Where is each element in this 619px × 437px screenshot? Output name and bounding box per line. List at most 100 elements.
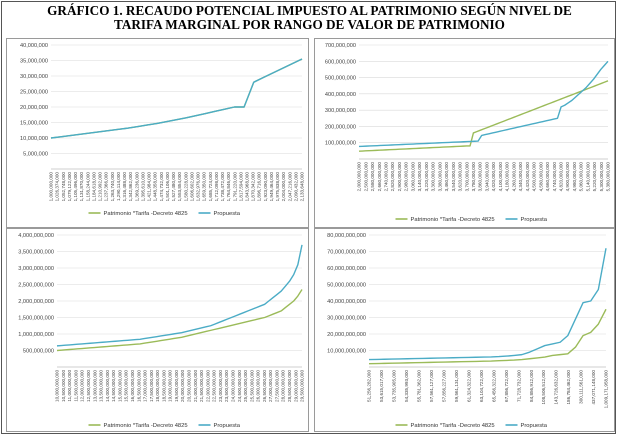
x-tick-label: 1,923,090,000 xyxy=(263,172,268,202)
y-tick-label: 35,000,000 xyxy=(20,59,48,65)
x-tick-label: 1,501,106,000 xyxy=(165,172,170,202)
chart-panel-3: 500,000,000 1,000,000,000 1,500,000,000 2,0… xyxy=(6,228,309,432)
x-tick-label: 4,020,000,000 xyxy=(491,162,496,192)
x-tick-label: 2,580,000,000 xyxy=(370,162,375,192)
x-tick-label: 16,000,000,000 xyxy=(130,370,135,402)
chart-panel-2: 100,000,000 200,000,000 300,000,000 400,000… xyxy=(314,38,615,228)
x-tick-label: 57,856,227,000 xyxy=(441,370,446,402)
y-tick-label: 3,500,000,000 xyxy=(18,250,54,256)
x-tick-label: 26,500,000,000 xyxy=(262,370,267,402)
x-tick-label: 1,342,862,000 xyxy=(128,172,133,202)
x-tick-label: 1,738,472,000 xyxy=(220,172,225,202)
x-tick-label: 1,843,968,000 xyxy=(245,172,250,202)
series-line-propuesta xyxy=(358,60,609,148)
x-tick-label: 1,316,488,000 xyxy=(122,172,127,202)
y-tick-label: 80,000,000,000 xyxy=(327,233,366,239)
x-tick-label: 4,340,000,000 xyxy=(518,162,523,192)
y-tick-label: 25,000,000 xyxy=(20,90,48,96)
x-tick-label: 12,500,000,000 xyxy=(86,370,91,402)
x-tick-label: 3,620,000,000 xyxy=(458,162,463,192)
legend-label: Patrimonio *Tarifa -Decreto 4825 xyxy=(104,211,188,217)
y-tick-label: 20,000,000 xyxy=(20,105,48,111)
x-tick-label: 22,000,000,000 xyxy=(205,370,210,402)
x-tick-label: 29,500,000,000 xyxy=(300,370,305,402)
x-tick-label: 3,300,000,000 xyxy=(431,162,436,192)
series-line-propuesta xyxy=(56,244,303,347)
x-tick-label: 26,000,000,000 xyxy=(256,370,261,402)
chart-panel-1: 5,000,000 10,000,000 15,000,000 20,000,000 2… xyxy=(6,38,309,228)
x-tick-label: 300,111,561,000 xyxy=(579,370,584,404)
x-tick-label: 53,735,905,000 xyxy=(392,370,397,402)
x-tick-label: 53,615,017,000 xyxy=(379,370,384,402)
x-tick-label: 1,263,740,000 xyxy=(110,172,115,202)
x-tick-label: 4,740,000,000 xyxy=(552,162,557,192)
x-tick-label: 20,500,000,000 xyxy=(187,370,192,402)
x-tick-label: 5,220,000,000 xyxy=(592,162,597,192)
x-tick-label: 1,210,992,000 xyxy=(98,172,103,202)
y-tick-label: 1,500,000,000 xyxy=(18,316,54,322)
x-tick-label: 13,500,000,000 xyxy=(99,370,104,402)
x-tick-label: 2,660,000,000 xyxy=(377,162,382,192)
x-tick-label: 24,000,000,000 xyxy=(230,370,235,402)
chart-2-svg: 100,000,000 200,000,000 300,000,000 400,000… xyxy=(325,43,611,223)
x-tick-label: 4,660,000,000 xyxy=(545,162,550,192)
legend-label: Patrimonio *Tarifa -Decreto 4825 xyxy=(411,423,495,429)
x-tick-label: 437,071,148,000 xyxy=(591,370,596,405)
y-tick-label: 2,000,000,000 xyxy=(18,299,54,305)
x-tick-label: 3,700,000,000 xyxy=(464,162,469,192)
x-tick-label: 54,335,993,000 xyxy=(404,370,409,402)
x-tick-label: 27,500,000,000 xyxy=(274,370,279,402)
x-tick-label: 12,000,000,000 xyxy=(80,370,85,402)
x-tick-label: 1,975,838,000 xyxy=(275,172,280,202)
x-tick-label: 1,659,350,000 xyxy=(202,172,207,202)
x-tick-label: 4,820,000,000 xyxy=(558,162,563,192)
x-tick-label: 186,784,462,000 xyxy=(566,370,571,405)
x-tick-label: 3,460,000,000 xyxy=(444,162,449,192)
x-tick-label: 2,820,000,000 xyxy=(390,162,395,192)
x-tick-label: 14,000,000,000 xyxy=(105,370,110,402)
y-tick-label: 10,000,000 xyxy=(20,136,48,142)
y-tick-label: 400,000,000 xyxy=(325,92,356,98)
legend-label: Patrimonio *Tarifa -Decreto 4825 xyxy=(104,423,188,429)
y-tick-label: 500,000,000 xyxy=(23,349,54,355)
x-tick-label: 1,079,122,000 xyxy=(67,172,72,202)
x-tick-label: 1,580,228,000 xyxy=(183,172,188,202)
y-tick-label: 600,000,000 xyxy=(325,59,356,65)
x-tick-label: 61,324,322,000 xyxy=(466,370,471,402)
y-tick-label: 15,000,000 xyxy=(20,121,48,127)
x-tick-label: 4,580,000,000 xyxy=(538,162,543,192)
x-tick-label: 1,105,496,000 xyxy=(73,172,78,202)
y-tick-label: 30,000,000,000 xyxy=(327,316,366,322)
series-line-propuesta xyxy=(368,248,607,361)
x-tick-label: 2,000,000,000 xyxy=(357,162,362,192)
x-tick-label: 4,260,000,000 xyxy=(511,162,516,192)
x-tick-label: 29,000,000,000 xyxy=(293,370,298,402)
x-tick-label: 1,606,602,000 xyxy=(189,172,194,202)
x-tick-label: 1,052,748,000 xyxy=(61,172,66,202)
x-tick-label: 5,140,000,000 xyxy=(585,162,590,192)
x-tick-label: 1,131,870,000 xyxy=(79,172,84,202)
x-tick-label: 1,817,594,000 xyxy=(238,172,243,202)
title-line-1: GRÁFICO 1. RECAUDO POTENCIAL IMPUESTO AL… xyxy=(47,3,572,18)
x-tick-label: 2,500,000,000 xyxy=(363,162,368,192)
x-tick-label: 10,500,000,000 xyxy=(61,370,66,402)
x-tick-label: 24,500,000,000 xyxy=(237,370,242,402)
x-tick-label: 25,500,000,000 xyxy=(249,370,254,402)
x-tick-label: 59,561,131,000 xyxy=(454,370,459,402)
series-line-decreto-4825 xyxy=(358,80,609,152)
y-tick-label: 700,000,000 xyxy=(325,43,356,49)
x-tick-label: 2,740,000,000 xyxy=(384,162,389,192)
x-tick-label: 1,949,464,000 xyxy=(269,172,274,202)
x-tick-label: 4,100,000,000 xyxy=(498,162,503,192)
x-tick-label: 3,060,000,000 xyxy=(410,162,415,192)
x-tick-label: 19,000,000,000 xyxy=(168,370,173,402)
chart-4-svg: 10,000,000,000 20,000,000,000 30,000,000,0… xyxy=(327,233,608,429)
x-tick-label: 51,256,282,000 xyxy=(367,370,372,402)
y-tick-label: 4,000,000,000 xyxy=(18,233,54,239)
x-tick-label: 3,380,000,000 xyxy=(437,162,442,192)
x-tick-label: 1,369,236,000 xyxy=(134,172,139,202)
x-tick-label: 1,158,244,000 xyxy=(85,172,90,202)
x-tick-label: 28,000,000,000 xyxy=(281,370,286,402)
x-tick-label: 67,856,722,000 xyxy=(504,370,509,402)
